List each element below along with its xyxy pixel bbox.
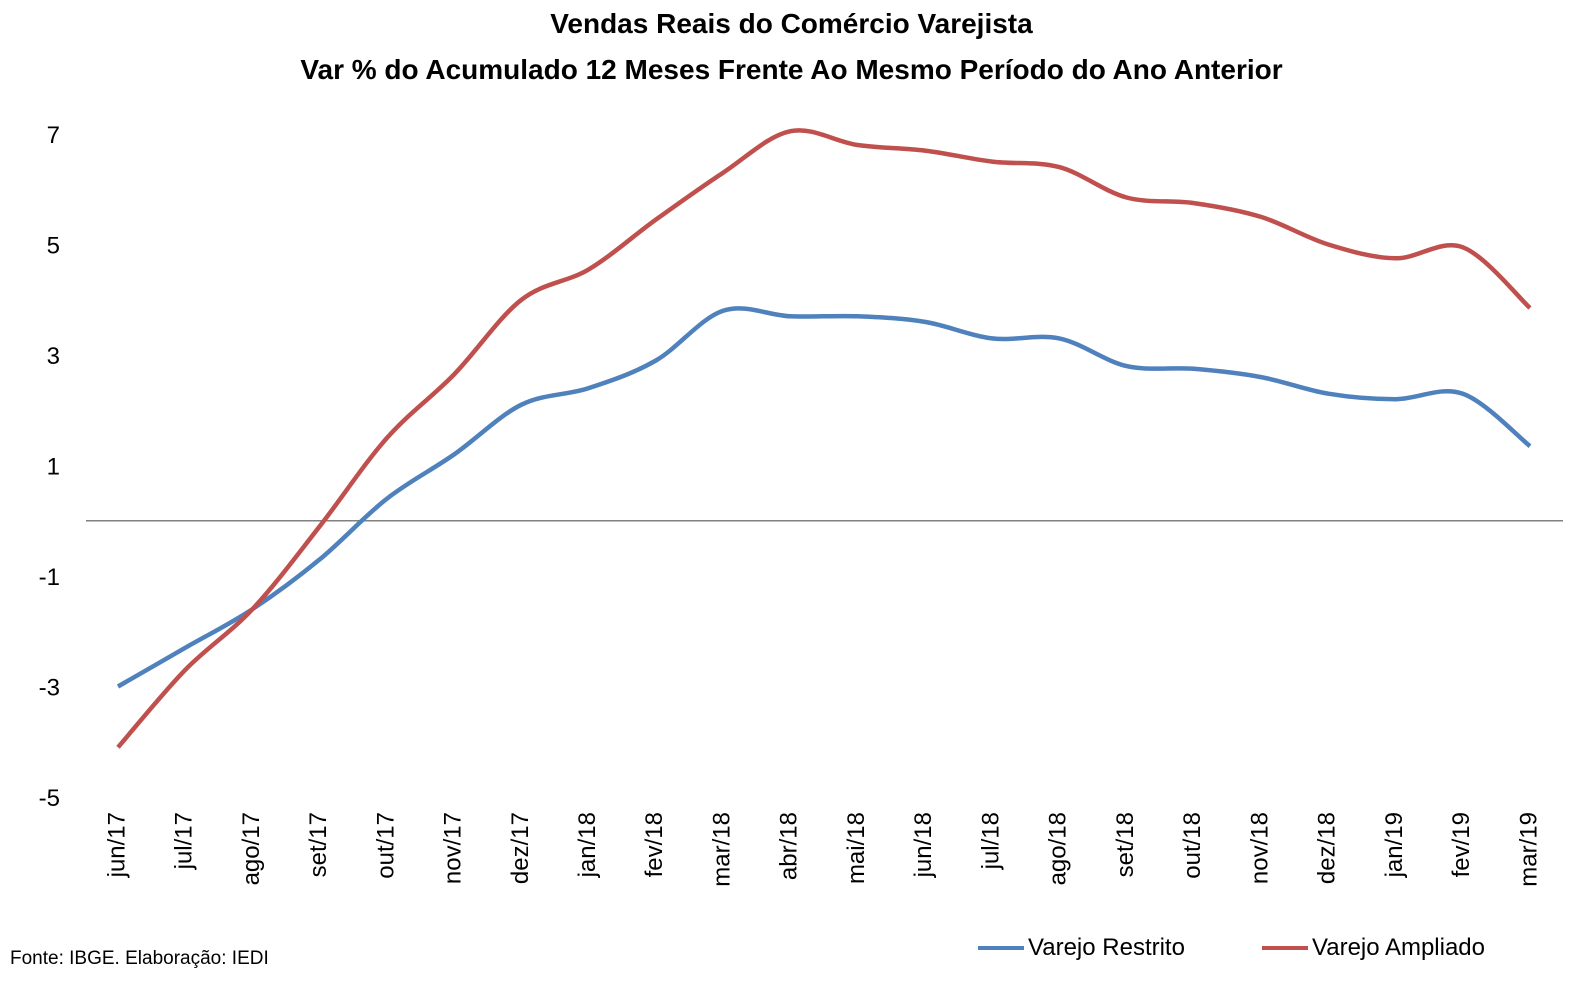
y-axis: -5 -3 -1 1 3 5 7 <box>39 122 60 812</box>
y-tick-label: 1 <box>47 454 60 481</box>
legend-swatch-varejo-ampliado <box>1262 946 1308 950</box>
source-note: Fonte: IBGE. Elaboração: IEDI <box>10 948 269 969</box>
y-tick-label: -1 <box>39 564 60 591</box>
legend-label-varejo-restrito: Varejo Restrito <box>1028 934 1185 961</box>
x-axis: jun/17 jul/17 ago/17 set/17 out/17 nov/17 dez/… <box>103 812 1542 887</box>
x-tick-label: mar/19 <box>1515 812 1542 887</box>
x-tick-label: nov/18 <box>1246 812 1273 884</box>
legend-swatch-varejo-restrito <box>978 946 1024 950</box>
x-tick-label: set/17 <box>305 812 332 877</box>
series-layer <box>116 128 1532 749</box>
x-tick-label: ago/17 <box>238 812 265 885</box>
legend-item-varejo-ampliado: Varejo Ampliado <box>1262 934 1485 962</box>
x-tick-label: nov/17 <box>440 812 467 884</box>
x-tick-label: set/18 <box>1112 812 1139 877</box>
y-tick-label: -5 <box>39 785 60 812</box>
x-tick-label: jul/17 <box>171 812 198 870</box>
x-tick-label: dez/17 <box>507 812 534 884</box>
y-tick-label: 7 <box>47 122 60 149</box>
y-tick-label: 3 <box>47 343 60 370</box>
x-tick-label: dez/18 <box>1314 812 1341 884</box>
x-tick-label: mai/18 <box>843 812 870 884</box>
series-line-varejo-restrito <box>116 306 1532 689</box>
x-tick-label: mar/18 <box>708 812 735 887</box>
x-tick-label: jul/18 <box>977 812 1004 870</box>
series-line-varejo-ampliado <box>116 128 1532 749</box>
x-tick-label: fev/18 <box>641 812 668 877</box>
x-tick-label: jan/19 <box>1381 812 1408 878</box>
x-tick-label: ago/18 <box>1045 812 1072 885</box>
legend-item-varejo-restrito: Varejo Restrito <box>978 934 1185 962</box>
x-tick-label: jan/18 <box>574 812 601 878</box>
chart-title: Vendas Reais do Comércio Varejista <box>550 8 1033 39</box>
legend-label-varejo-ampliado: Varejo Ampliado <box>1312 934 1485 961</box>
x-tick-label: abr/18 <box>776 812 803 880</box>
x-tick-label: jun/17 <box>103 812 130 878</box>
x-tick-label: out/18 <box>1179 812 1206 879</box>
x-tick-label: fev/19 <box>1448 812 1475 877</box>
y-tick-label: 5 <box>47 233 60 260</box>
x-tick-label: jun/18 <box>910 812 937 878</box>
chart-subtitle: Var % do Acumulado 12 Meses Frente Ao Me… <box>300 54 1283 85</box>
y-tick-label: -3 <box>39 675 60 702</box>
x-tick-label: out/17 <box>372 812 399 879</box>
